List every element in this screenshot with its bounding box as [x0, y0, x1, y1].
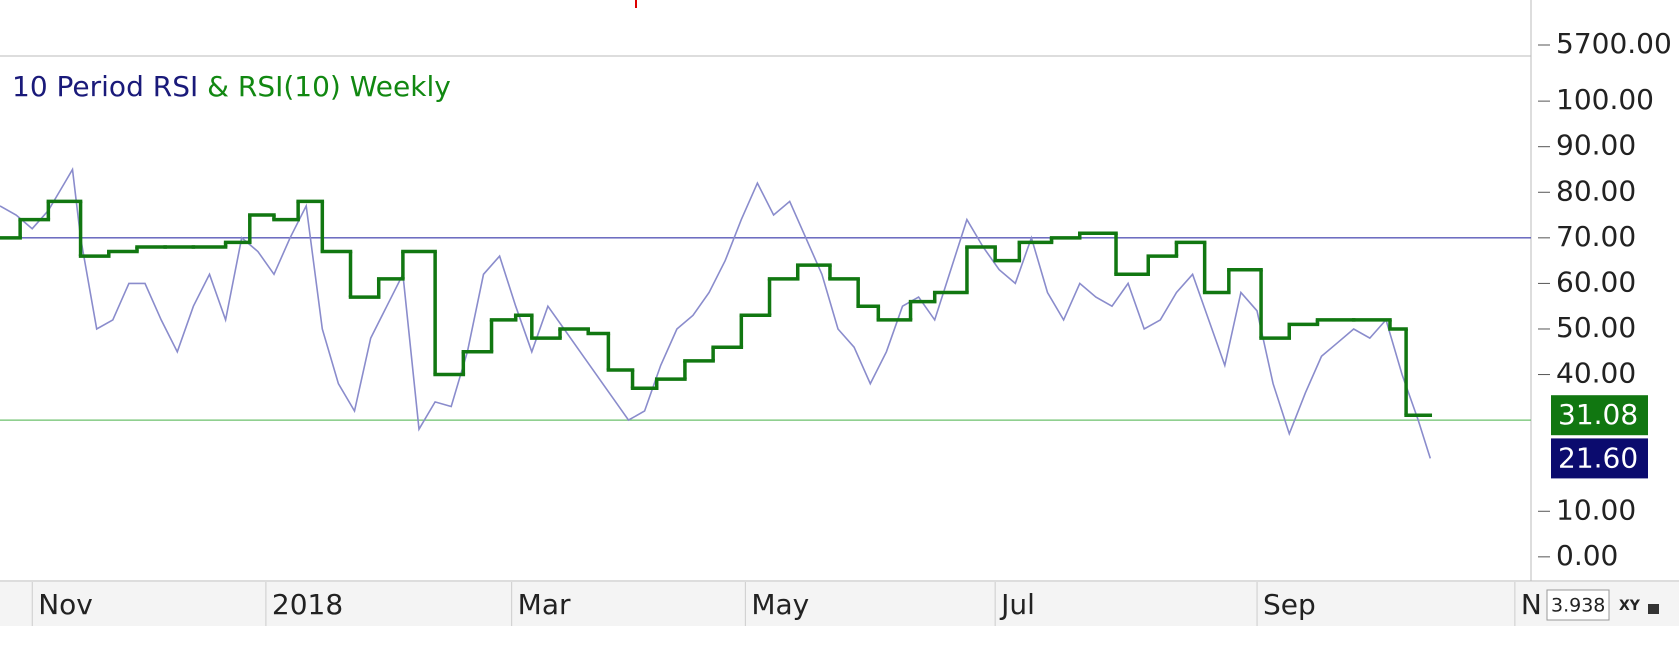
last-value-box: [1551, 395, 1648, 436]
last-value-label: 21.60: [1558, 441, 1638, 474]
rsi-line: [0, 167, 1432, 459]
chart-title: 10 Period RSI & RSI(10) Weekly: [12, 70, 451, 103]
x-tick-label: 2018: [272, 588, 343, 621]
title-series: RSI(10) Weekly: [238, 70, 451, 103]
x-tick-label: Jul: [999, 588, 1035, 621]
y-tick-label: 90.00: [1556, 129, 1636, 162]
x-axis-strip: [0, 582, 1679, 626]
title-joiner: &: [207, 70, 229, 103]
lock-icon[interactable]: [1648, 604, 1659, 614]
y-tick-label: 0.00: [1556, 539, 1618, 572]
last-value-label: 31.08: [1558, 398, 1638, 431]
x-tick-label: Sep: [1263, 588, 1316, 621]
mode-button[interactable]: XY: [1619, 598, 1641, 614]
zoom-box[interactable]: [1546, 589, 1610, 621]
x-tick-label: May: [751, 588, 809, 621]
x-tick-label: Mar: [518, 588, 571, 621]
last-value-box: [1551, 438, 1648, 479]
y-tick-label: 60.00: [1556, 265, 1636, 298]
y-tick-label: 70.00: [1556, 220, 1636, 253]
y-tick-label: 100.00: [1556, 83, 1654, 116]
title-series: 10 Period RSI: [12, 70, 198, 103]
upper-tick-label: 5700.00: [1556, 27, 1672, 60]
y-tick-label: 80.00: [1556, 174, 1636, 207]
y-tick-label: 10.00: [1556, 493, 1636, 526]
zoom-value: 3.938: [1551, 595, 1605, 617]
x-tick-label: Nov: [38, 588, 93, 621]
y-tick-label: 50.00: [1556, 311, 1636, 344]
y-tick-label: 40.00: [1556, 357, 1636, 390]
x-tick-label: N: [1521, 588, 1542, 621]
